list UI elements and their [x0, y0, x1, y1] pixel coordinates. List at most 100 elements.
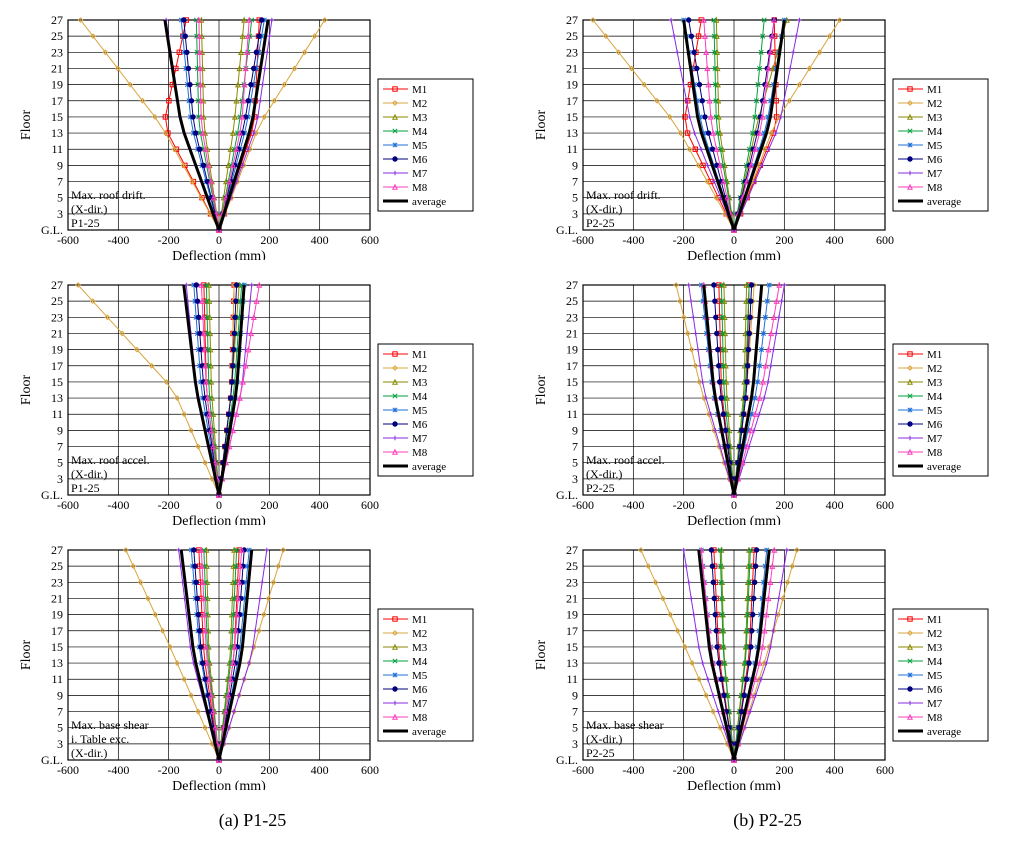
svg-text:200: 200 — [260, 233, 278, 247]
svg-text:400: 400 — [311, 498, 329, 512]
svg-text:M7: M7 — [412, 698, 428, 710]
svg-text:-400: -400 — [622, 498, 644, 512]
svg-text:600: 600 — [361, 763, 379, 777]
svg-text:27: 27 — [566, 278, 578, 292]
svg-text:M7: M7 — [927, 433, 943, 445]
svg-text:Floor: Floor — [534, 374, 549, 405]
svg-text:M5: M5 — [927, 405, 943, 417]
svg-text:M4: M4 — [927, 391, 943, 403]
svg-text:Floor: Floor — [534, 109, 549, 140]
svg-text:P2-25: P2-25 — [586, 746, 615, 760]
svg-text:P1-25: P1-25 — [71, 216, 100, 230]
svg-text:average: average — [412, 196, 446, 208]
svg-text:400: 400 — [826, 233, 844, 247]
svg-text:27: 27 — [566, 543, 578, 557]
svg-text:21: 21 — [566, 61, 578, 75]
svg-text:M6: M6 — [927, 419, 943, 431]
svg-text:M8: M8 — [927, 182, 943, 194]
svg-text:M1: M1 — [927, 614, 942, 626]
svg-text:5: 5 — [57, 721, 63, 735]
svg-text:-200: -200 — [673, 498, 695, 512]
svg-text:M3: M3 — [927, 377, 943, 389]
svg-text:27: 27 — [566, 13, 578, 27]
svg-text:17: 17 — [51, 624, 63, 638]
svg-text:(X-dir.): (X-dir.) — [71, 746, 107, 760]
svg-text:-200: -200 — [158, 763, 180, 777]
svg-text:M3: M3 — [412, 112, 428, 124]
svg-text:15: 15 — [566, 110, 578, 124]
svg-text:-400: -400 — [622, 233, 644, 247]
svg-text:17: 17 — [566, 624, 578, 638]
svg-text:21: 21 — [566, 326, 578, 340]
svg-text:M4: M4 — [412, 391, 428, 403]
svg-text:9: 9 — [57, 688, 63, 702]
chart-p2-accel: -600-400-2000200400600G.L.35791113151719… — [525, 275, 1010, 525]
svg-text:11: 11 — [566, 142, 578, 156]
svg-text:400: 400 — [311, 763, 329, 777]
svg-text:9: 9 — [57, 158, 63, 172]
svg-text:200: 200 — [260, 763, 278, 777]
svg-text:19: 19 — [566, 343, 578, 357]
caption-right: (b) P2-25 — [525, 805, 1010, 836]
svg-text:23: 23 — [566, 45, 578, 59]
svg-text:27: 27 — [51, 13, 63, 27]
svg-text:3: 3 — [57, 207, 63, 221]
svg-text:25: 25 — [51, 294, 63, 308]
svg-text:G.L.: G.L. — [41, 488, 63, 502]
svg-text:7: 7 — [572, 440, 578, 454]
svg-text:M1: M1 — [927, 84, 942, 96]
svg-text:(X-dir.): (X-dir.) — [586, 732, 622, 746]
svg-text:23: 23 — [51, 575, 63, 589]
svg-text:M8: M8 — [412, 712, 428, 724]
svg-text:-400: -400 — [107, 498, 129, 512]
svg-text:7: 7 — [57, 175, 63, 189]
svg-text:15: 15 — [51, 110, 63, 124]
svg-text:M4: M4 — [927, 656, 943, 668]
svg-text:15: 15 — [51, 375, 63, 389]
svg-text:17: 17 — [51, 359, 63, 373]
svg-text:-200: -200 — [673, 233, 695, 247]
svg-text:M1: M1 — [927, 349, 942, 361]
svg-text:M5: M5 — [412, 405, 428, 417]
svg-text:G.L.: G.L. — [556, 488, 578, 502]
svg-text:M6: M6 — [927, 154, 943, 166]
chart-p2-shear: -600-400-2000200400600G.L.35791113151719… — [525, 540, 1010, 790]
svg-text:M2: M2 — [927, 363, 942, 375]
svg-text:0: 0 — [216, 498, 222, 512]
svg-text:400: 400 — [311, 233, 329, 247]
svg-text:5: 5 — [572, 456, 578, 470]
svg-text:M7: M7 — [412, 168, 428, 180]
chart-p2-drift: -600-400-2000200400600G.L.35791113151719… — [525, 10, 1010, 260]
svg-text:M3: M3 — [927, 112, 943, 124]
svg-text:Floor: Floor — [19, 109, 34, 140]
svg-text:200: 200 — [775, 763, 793, 777]
svg-text:11: 11 — [51, 142, 63, 156]
svg-text:9: 9 — [57, 423, 63, 437]
svg-text:Deflection (mm): Deflection (mm) — [687, 249, 781, 260]
chart-p1-shear: -600-400-2000200400600G.L.35791113151719… — [10, 540, 495, 790]
svg-text:Max. roof drift.: Max. roof drift. — [586, 188, 661, 202]
svg-text:13: 13 — [566, 391, 578, 405]
svg-text:23: 23 — [566, 575, 578, 589]
svg-text:-200: -200 — [158, 498, 180, 512]
svg-text:11: 11 — [566, 407, 578, 421]
svg-text:Max. base shear: Max. base shear — [71, 718, 149, 732]
svg-text:M7: M7 — [927, 698, 943, 710]
svg-text:M8: M8 — [927, 447, 943, 459]
svg-text:9: 9 — [572, 158, 578, 172]
svg-text:M4: M4 — [412, 656, 428, 668]
svg-text:Deflection (mm): Deflection (mm) — [172, 249, 266, 260]
svg-text:7: 7 — [57, 440, 63, 454]
svg-text:400: 400 — [826, 498, 844, 512]
svg-text:27: 27 — [51, 543, 63, 557]
svg-text:(X-dir.): (X-dir.) — [586, 467, 622, 481]
svg-text:Max. roof accel.: Max. roof accel. — [586, 453, 665, 467]
svg-text:Deflection (mm): Deflection (mm) — [687, 514, 781, 525]
svg-text:200: 200 — [775, 498, 793, 512]
svg-text:-200: -200 — [673, 763, 695, 777]
svg-text:Deflection (mm): Deflection (mm) — [172, 779, 266, 790]
svg-text:27: 27 — [51, 278, 63, 292]
svg-text:21: 21 — [51, 591, 63, 605]
svg-text:5: 5 — [572, 721, 578, 735]
svg-text:21: 21 — [51, 326, 63, 340]
